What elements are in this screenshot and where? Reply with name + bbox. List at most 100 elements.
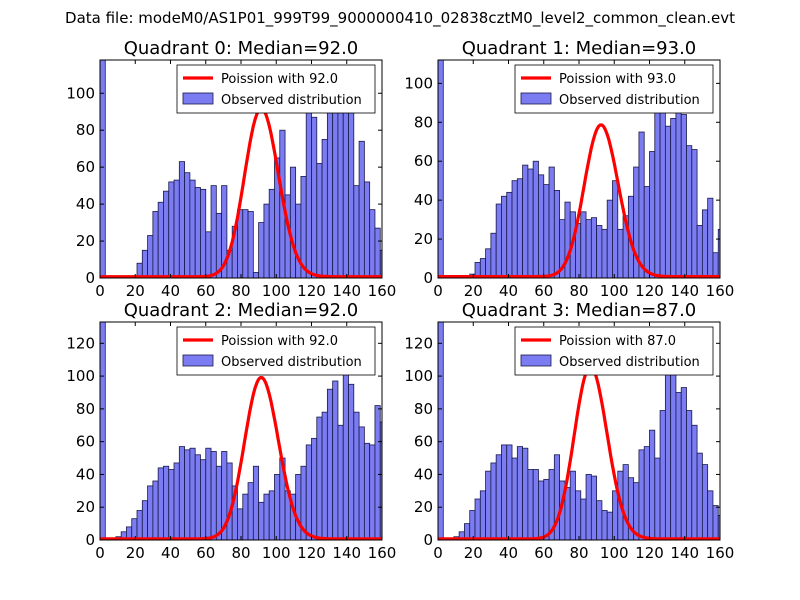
- histogram-bar: [532, 469, 539, 540]
- legend-line-label: Poission with 92.0: [221, 334, 338, 349]
- x-tick-label: 140: [670, 282, 699, 300]
- histogram-bar: [252, 465, 260, 540]
- histogram-bar: [522, 164, 529, 278]
- plot-area: [438, 322, 739, 540]
- histogram-bar: [543, 478, 550, 540]
- histogram-bar: [511, 457, 518, 540]
- histogram-bar: [734, 535, 739, 540]
- histogram-bar: [717, 515, 720, 540]
- histogram-bar: [358, 140, 365, 278]
- histogram-bar: [173, 179, 180, 278]
- y-tick-label: 0: [85, 531, 95, 549]
- plot-area: [100, 322, 406, 540]
- histogram-bar: [178, 446, 185, 540]
- x-tick-label: 160: [368, 282, 397, 300]
- y-tick-label: 40: [76, 195, 95, 213]
- legend-line-label: Poission with 92.0: [221, 72, 338, 87]
- histogram-bar: [100, 322, 106, 540]
- histogram-bar: [369, 444, 376, 540]
- histogram-bar: [527, 469, 534, 540]
- x-tick-label: 100: [262, 282, 291, 300]
- histogram-bar: [479, 490, 486, 540]
- legend-hist-label: Observed distribution: [221, 93, 362, 108]
- y-tick-label: 0: [85, 269, 95, 287]
- x-tick-label: 80: [231, 282, 250, 300]
- histogram-bar: [332, 380, 339, 540]
- histogram-bar: [670, 117, 677, 278]
- y-tick-label: 100: [404, 367, 433, 385]
- x-tick-label: 140: [670, 544, 699, 562]
- histogram-bar: [386, 256, 391, 278]
- y-tick-label: 60: [414, 152, 433, 170]
- histogram-bar: [659, 410, 666, 540]
- histogram-bar: [141, 500, 148, 540]
- y-tick-label: 100: [66, 367, 95, 385]
- histogram-bar: [337, 424, 344, 540]
- histogram-bar: [501, 195, 508, 278]
- x-tick-label: 120: [297, 282, 326, 300]
- quadrant-1-panel: 0 20 40 60 80 100 120 140 160 0 20 40 60 80 100 Quadran…: [404, 38, 734, 300]
- histogram-bar: [237, 508, 244, 540]
- histogram-bar: [305, 102, 312, 278]
- histogram-bar: [353, 185, 360, 278]
- histogram-bar: [321, 139, 328, 278]
- histogram-bar: [316, 416, 323, 540]
- y-tick-label: 20: [414, 230, 433, 248]
- histogram-bar: [522, 447, 529, 540]
- histogram-bar: [675, 92, 682, 278]
- histogram-bar: [564, 201, 571, 278]
- poisson-curve: [438, 123, 720, 278]
- histogram-bar: [407, 276, 412, 278]
- histogram-bar: [311, 116, 318, 278]
- histogram-bar: [147, 485, 154, 540]
- histogram-bar: [596, 500, 603, 540]
- histogram-bar: [168, 181, 175, 278]
- histogram-bar: [321, 411, 328, 540]
- histogram-bar: [612, 180, 619, 278]
- y-tick-label: 120: [404, 334, 433, 352]
- histogram-bar: [638, 449, 645, 540]
- histogram-bar: [374, 405, 381, 540]
- x-tick-label: 0: [95, 544, 105, 562]
- histogram-bar: [691, 424, 698, 540]
- histogram-bar: [311, 437, 318, 540]
- histogram-bar: [643, 186, 650, 278]
- histogram-bar: [438, 60, 444, 278]
- histogram-bar: [707, 197, 714, 278]
- histogram-bar: [295, 474, 302, 540]
- x-tick-label: 0: [95, 282, 105, 300]
- histogram-bar: [168, 469, 175, 540]
- histogram-bar: [194, 454, 201, 540]
- y-tick-label: 60: [76, 433, 95, 451]
- x-tick-label: 140: [332, 544, 361, 562]
- quadrant-0-panel: 0 20 40 60 80 100 120 140 160 0 20 40 60 80 100 Quadran…: [66, 38, 412, 300]
- histogram-bar: [612, 490, 619, 540]
- histogram-bar: [543, 184, 550, 278]
- histogram-bar: [401, 535, 406, 540]
- histogram-bar: [527, 168, 534, 278]
- histogram-bar: [305, 444, 312, 540]
- x-tick-label: 0: [433, 544, 443, 562]
- histogram-bar: [680, 387, 687, 540]
- quadrant-3-panel: 0 20 40 60 80 100 120 140 160 0 20 40 60 80 100 120 Quad…: [404, 300, 739, 562]
- y-tick-label: 40: [414, 465, 433, 483]
- histogram-bar: [221, 185, 228, 278]
- histogram-bar: [268, 188, 275, 278]
- x-tick-label: 40: [161, 282, 180, 300]
- histogram-bar: [712, 252, 719, 278]
- histogram-bar: [289, 166, 297, 278]
- histogram-bar: [495, 454, 502, 540]
- y-tick-label: 80: [414, 113, 433, 131]
- histogram-bar: [654, 457, 661, 540]
- histogram-bar: [258, 222, 265, 278]
- histogram-bar: [649, 429, 656, 540]
- histogram-bar: [252, 272, 260, 278]
- legend-hist-swatch: [182, 92, 214, 105]
- histogram-bar: [601, 510, 608, 540]
- poisson-curve: [438, 365, 720, 540]
- histogram-bar: [215, 465, 223, 540]
- histogram-bar: [532, 160, 539, 278]
- histogram-bar: [490, 462, 497, 540]
- legend-box: [514, 64, 714, 114]
